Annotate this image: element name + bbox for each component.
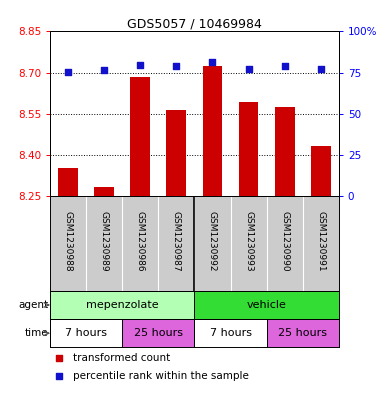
Point	[318, 66, 324, 73]
Bar	[303, 196, 339, 291]
Text: GSM1230992: GSM1230992	[208, 211, 217, 271]
Bar	[266, 196, 303, 291]
Text: 25 hours: 25 hours	[278, 328, 327, 338]
Text: time: time	[25, 328, 48, 338]
Text: transformed count: transformed count	[73, 353, 171, 363]
Point	[209, 59, 216, 65]
Text: 25 hours: 25 hours	[134, 328, 183, 338]
Bar	[194, 319, 266, 347]
Text: GSM1230987: GSM1230987	[172, 211, 181, 271]
Point	[56, 373, 62, 379]
Text: vehicle: vehicle	[247, 300, 286, 310]
Bar	[58, 167, 78, 196]
Text: GSM1230988: GSM1230988	[64, 211, 73, 271]
Text: GSM1230989: GSM1230989	[100, 211, 109, 271]
Text: GSM1230991: GSM1230991	[316, 211, 325, 271]
Bar	[50, 319, 122, 347]
Bar	[194, 196, 231, 291]
Point	[173, 63, 179, 69]
Point	[101, 67, 107, 73]
Bar	[50, 196, 86, 291]
Bar	[86, 196, 122, 291]
Bar	[131, 77, 150, 196]
Text: mepenzolate: mepenzolate	[86, 300, 159, 310]
Bar	[122, 319, 194, 347]
Bar	[50, 291, 194, 319]
Bar	[122, 196, 158, 291]
Point	[281, 63, 288, 69]
Text: percentile rank within the sample: percentile rank within the sample	[73, 371, 249, 381]
Point	[56, 355, 62, 361]
Bar	[194, 291, 339, 319]
Text: GSM1230986: GSM1230986	[136, 211, 145, 271]
Text: agent: agent	[18, 300, 48, 310]
Text: 7 hours: 7 hours	[209, 328, 251, 338]
Point	[246, 65, 252, 72]
Text: 7 hours: 7 hours	[65, 328, 107, 338]
Bar	[203, 66, 223, 196]
Bar	[275, 107, 295, 196]
Point	[65, 69, 71, 75]
Bar	[311, 145, 331, 196]
Text: GSM1230990: GSM1230990	[280, 211, 289, 271]
Bar	[231, 196, 266, 291]
Bar	[94, 187, 114, 196]
Bar	[239, 101, 258, 196]
Bar	[158, 196, 194, 291]
Point	[137, 62, 143, 68]
Bar	[166, 110, 186, 196]
Bar	[266, 319, 339, 347]
Title: GDS5057 / 10469984: GDS5057 / 10469984	[127, 17, 262, 30]
Text: GSM1230993: GSM1230993	[244, 211, 253, 271]
